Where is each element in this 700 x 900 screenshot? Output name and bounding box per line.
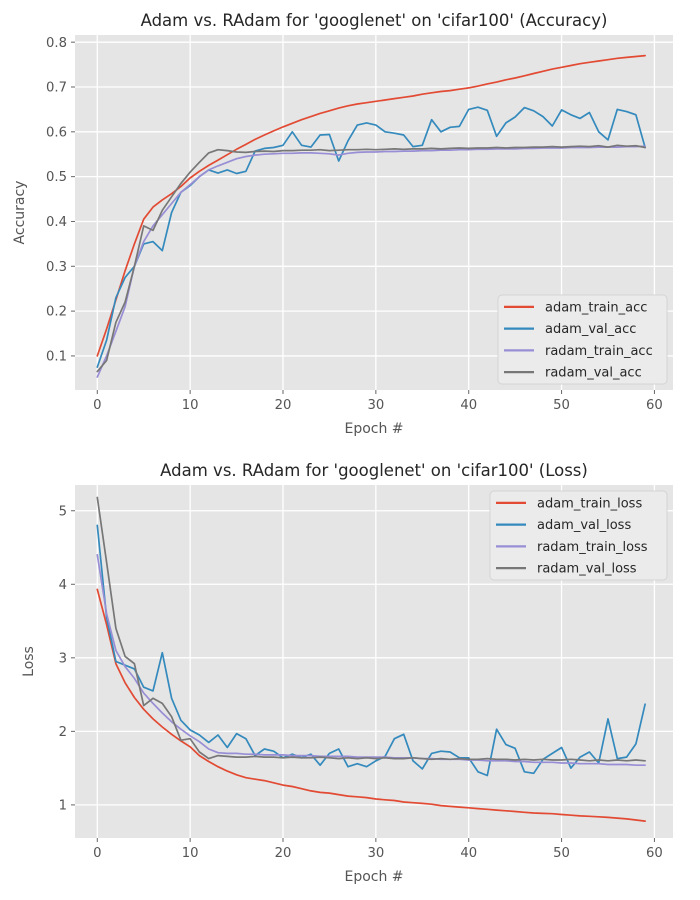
accuracy-chart-svg: 0 10 20 30 40 50 60 0.1 0.2 0.3 0.4 0.5 0.6 0.7 0.8 ada… <box>12 11 673 437</box>
x-tick-label: 50 <box>553 846 570 861</box>
y-tick-label: 0.3 <box>46 260 67 275</box>
y-tick-label: 1 <box>59 799 67 814</box>
loss-chart: 0 10 20 30 40 50 60 1 2 3 4 5 adam_train_loss adam_va… <box>0 450 700 900</box>
series-radam_train_loss <box>96 554 646 767</box>
y-tick-label: 2 <box>59 725 67 740</box>
legend-label-radam_train_acc: radam_train_acc <box>545 344 653 359</box>
legend-label-adam_val_acc: adam_val_acc <box>545 322 636 337</box>
y-tick-label: 0.4 <box>46 215 67 230</box>
y-tick-label: 4 <box>59 578 67 593</box>
legend-label-radam_val_acc: radam_val_acc <box>545 366 642 381</box>
x-tick-label: 60 <box>646 398 663 413</box>
y-tick-label: 0.2 <box>46 305 67 320</box>
x-axis-label: Epoch # <box>344 421 403 437</box>
y-tick-label: 5 <box>59 504 67 519</box>
x-tick-label: 50 <box>553 398 570 413</box>
x-tick-label: 40 <box>460 846 477 861</box>
y-tick-label: 0.8 <box>46 36 67 51</box>
legend-label-adam_train_loss: adam_train_loss <box>537 496 642 511</box>
series-adam_train_loss <box>96 588 646 822</box>
y-tick-label: 0.6 <box>46 125 67 140</box>
chart-title: Adam vs. RAdam for 'googlenet' on 'cifar… <box>160 461 588 480</box>
x-tick-label: 30 <box>367 398 384 413</box>
legend-label-adam_train_acc: adam_train_acc <box>545 300 647 315</box>
x-tick-label: 0 <box>93 398 101 413</box>
legend-label-radam_train_loss: radam_train_loss <box>537 540 648 555</box>
series-adam_val_loss <box>96 524 646 777</box>
y-tick-label: 0.7 <box>46 81 67 96</box>
series-radam_train_acc <box>96 145 646 378</box>
loss-chart-svg: 0 10 20 30 40 50 60 1 2 3 4 5 adam_train_loss adam_va… <box>21 461 673 885</box>
y-tick-label: 0.5 <box>46 170 67 185</box>
x-tick-label: 10 <box>182 846 199 861</box>
chart-title: Adam vs. RAdam for 'googlenet' on 'cifar… <box>141 11 608 30</box>
y-axis-label: Accuracy <box>12 181 28 245</box>
y-axis-label: Loss <box>21 646 37 677</box>
x-tick-label: 40 <box>460 398 477 413</box>
y-tick-label: 3 <box>59 651 67 666</box>
x-tick-label: 20 <box>275 846 292 861</box>
y-tick-label: 0.1 <box>46 350 67 365</box>
x-tick-label: 10 <box>182 398 199 413</box>
accuracy-chart: 0 10 20 30 40 50 60 0.1 0.2 0.3 0.4 0.5 0.6 0.7 0.8 ada… <box>12 11 673 437</box>
x-axis-label: Epoch # <box>344 869 403 885</box>
legend-label-radam_val_loss: radam_val_loss <box>537 562 637 577</box>
legend-box <box>489 490 668 581</box>
series-adam_train_acc <box>96 54 646 357</box>
x-tick-label: 60 <box>646 846 663 861</box>
x-tick-label: 30 <box>367 846 384 861</box>
x-tick-label: 20 <box>275 398 292 413</box>
series-radam_val_loss <box>96 496 646 762</box>
legend-box <box>497 294 668 385</box>
legend-label-adam_val_loss: adam_val_loss <box>537 518 631 533</box>
x-tick-label: 0 <box>93 846 101 861</box>
series-radam_val_acc <box>96 144 646 373</box>
